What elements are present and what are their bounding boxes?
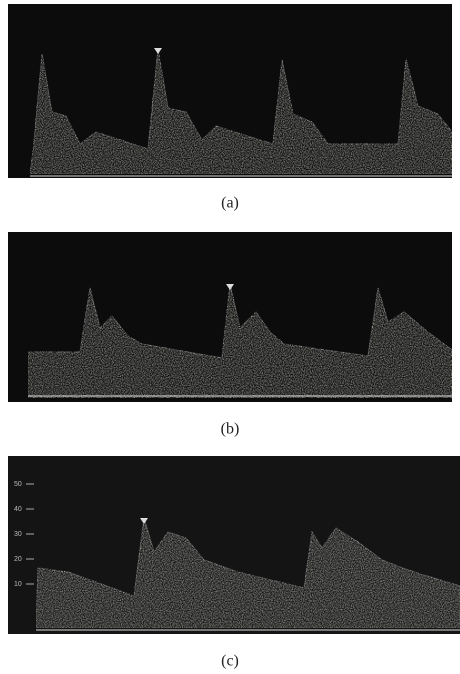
panel-b [8, 232, 453, 402]
marker [140, 518, 148, 524]
scale-label: 50 [14, 481, 22, 488]
scale-label: 30 [14, 531, 22, 538]
panel-c: 50 40 30 20 10 [8, 456, 460, 634]
scale-label: 20 [14, 556, 22, 563]
panel-a [8, 4, 453, 178]
caption: (a) [221, 195, 239, 212]
caption: (b) [221, 421, 240, 438]
caption: (c) [221, 653, 239, 670]
scale: 50 40 30 20 10 [14, 481, 34, 588]
marker [154, 48, 162, 54]
waveform [35, 517, 460, 629]
waveform [29, 48, 453, 175]
scale-label: 40 [14, 506, 22, 513]
scale-label: 10 [14, 581, 22, 588]
waveform [27, 283, 453, 399]
marker [226, 284, 234, 290]
